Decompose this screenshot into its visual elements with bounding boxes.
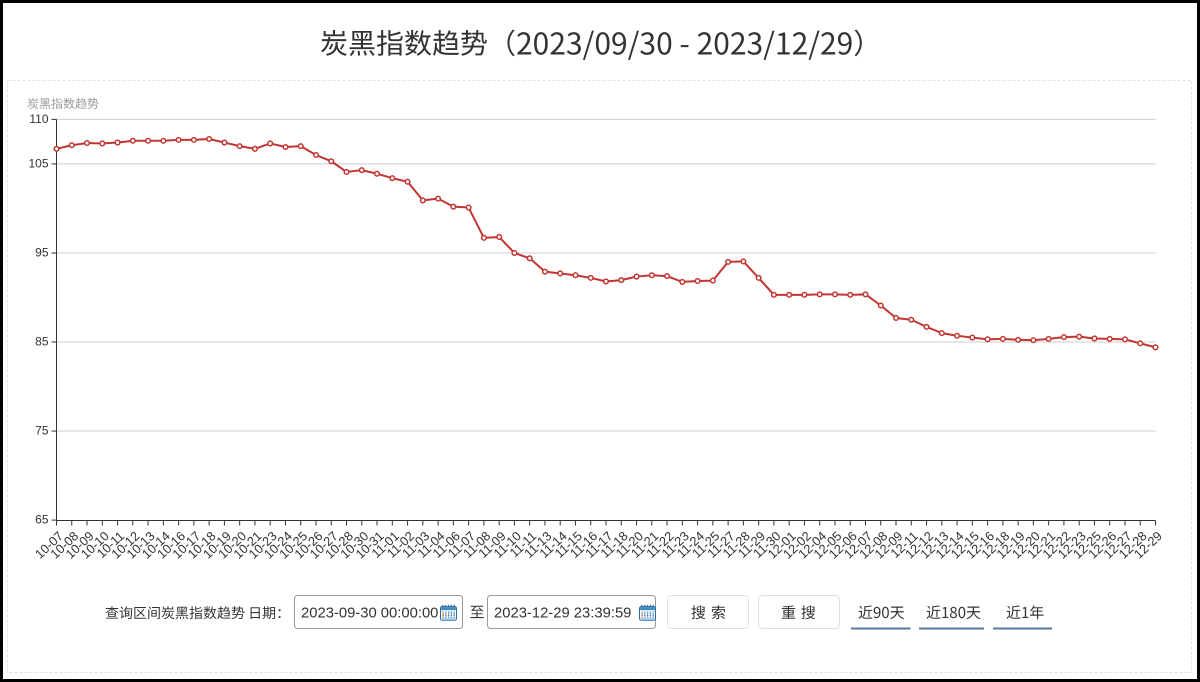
svg-text:110: 110 <box>29 112 48 126</box>
svg-text:2023-12-29 23:39:59: 2023-12-29 23:39:59 <box>494 606 631 622</box>
svg-text:75: 75 <box>35 424 49 438</box>
svg-text:95: 95 <box>35 246 49 260</box>
svg-text:2023-09-30 00:00:00: 2023-09-30 00:00:00 <box>301 606 438 622</box>
svg-text:65: 65 <box>35 513 49 527</box>
svg-text:85: 85 <box>35 335 49 349</box>
svg-text:105: 105 <box>28 157 48 171</box>
